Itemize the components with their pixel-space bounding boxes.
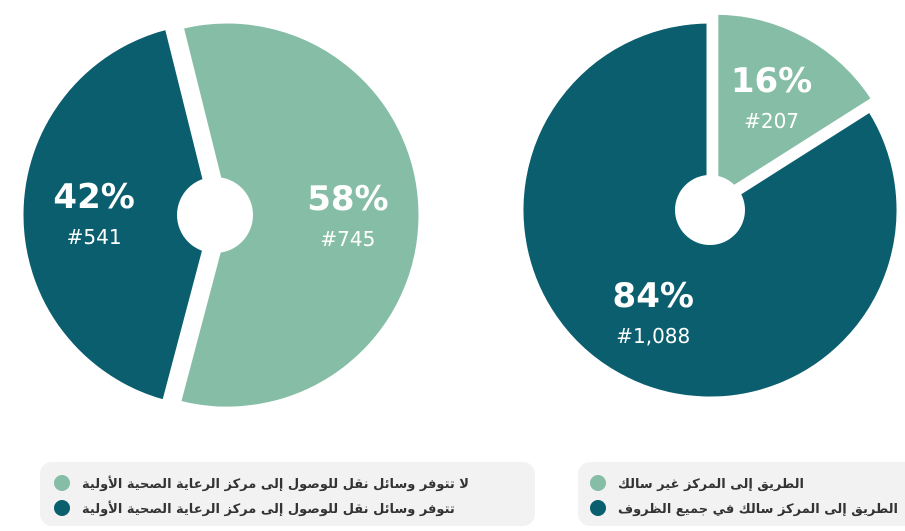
count-label: #207 [744,109,799,133]
count-label: #541 [67,225,122,249]
legend-label: الطريق إلى المركز غير سالك [618,477,804,492]
pie-slice [711,7,879,205]
legend-dot [590,475,606,491]
pie-slice [173,16,426,414]
legend-box [40,462,535,526]
donut-hole [177,177,253,253]
legend-label: تتوفر وسائل نقل للوصول إلى مركز الرعاية … [82,500,455,517]
legend-label: لا تتوفر وسائل نقل للوصول إلى مركز الرعا… [82,475,469,492]
count-label: #1,088 [616,324,690,348]
legend-dot [590,500,606,516]
legend-label: الطريق إلى المركز سالك في جميع الظروف [618,502,898,517]
count-label: #745 [320,227,375,251]
legend-box [578,462,905,526]
percent-label: 42% [53,177,134,217]
donut-hole [675,175,745,245]
percent-label: 84% [613,276,694,316]
legend-dot [54,475,70,491]
percent-label: 58% [307,179,388,219]
pie-slice [16,22,219,408]
percent-label: 16% [731,61,812,101]
legend-dot [54,500,70,516]
